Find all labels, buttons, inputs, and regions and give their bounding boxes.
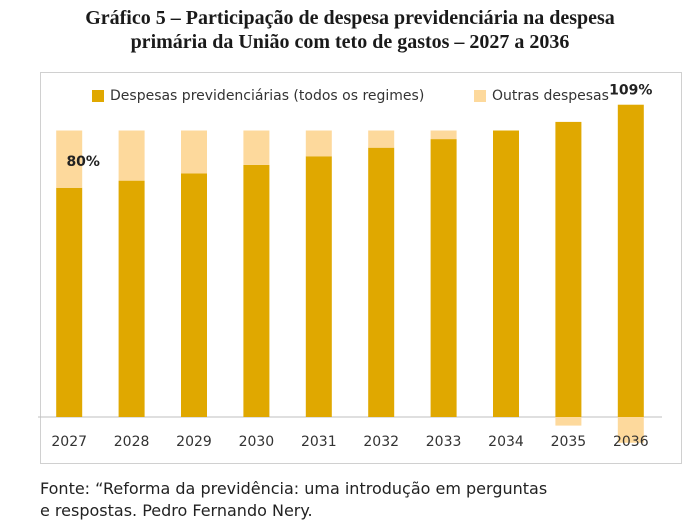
bar-previdencia-2028 bbox=[118, 180, 145, 417]
source-line-1: Fonte: “Reforma da previdência: uma intr… bbox=[40, 479, 548, 498]
x-tick-label-2027: 2027 bbox=[51, 434, 87, 450]
legend-swatch-previdencia bbox=[92, 90, 104, 102]
x-tick-label-2034: 2034 bbox=[488, 434, 524, 450]
legend-label-outras: Outras despesas bbox=[492, 88, 609, 104]
data-label-2027: 80% bbox=[66, 154, 100, 170]
bar-previdencia-2030 bbox=[243, 164, 270, 417]
chart-title: Gráfico 5 – Participação de despesa prev… bbox=[0, 6, 700, 54]
bar-previdencia-2031 bbox=[305, 156, 332, 417]
bar-outras-2031 bbox=[305, 130, 332, 157]
bar-previdencia-2032 bbox=[368, 147, 395, 417]
x-tick-label-2035: 2035 bbox=[551, 434, 587, 450]
bar-previdencia-2034 bbox=[493, 130, 519, 417]
x-tick-label-2030: 2030 bbox=[239, 434, 275, 450]
x-tick-label-2032: 2032 bbox=[363, 434, 399, 450]
x-tick-label-2028: 2028 bbox=[114, 434, 150, 450]
bar-outras-2036 bbox=[617, 417, 644, 443]
chart-frame bbox=[40, 72, 682, 464]
chart-title-line-1: Gráfico 5 – Participação de despesa prev… bbox=[85, 7, 615, 29]
bar-previdencia-2033 bbox=[430, 139, 457, 417]
source-line-2: e respostas. Pedro Fernando Nery. bbox=[40, 501, 313, 520]
x-tick-label-2031: 2031 bbox=[301, 434, 337, 450]
bar-outras-2028 bbox=[118, 130, 145, 181]
x-tick-label-2036: 2036 bbox=[613, 434, 649, 450]
bar-previdencia-2029 bbox=[181, 173, 207, 417]
data-label-2036: 109% bbox=[609, 83, 652, 99]
bar-outras-2030 bbox=[243, 130, 270, 165]
x-tick-label-2029: 2029 bbox=[176, 434, 212, 450]
x-tick-label-2033: 2033 bbox=[426, 434, 462, 450]
bar-outras-2033 bbox=[430, 130, 457, 140]
legend-label-previdencia: Despesas previdenciárias (todos os regim… bbox=[110, 88, 425, 104]
bar-outras-2029 bbox=[181, 130, 207, 174]
bar-outras-2027 bbox=[56, 130, 83, 188]
source-note: Fonte: “Reforma da previdência: uma intr… bbox=[40, 478, 680, 522]
bar-outras-2032 bbox=[368, 130, 395, 148]
chart-title-line-2: primária da União com teto de gastos – 2… bbox=[130, 31, 570, 53]
bar-outras-2035 bbox=[555, 417, 582, 426]
bar-previdencia-2035 bbox=[555, 121, 582, 417]
bar-previdencia-2027 bbox=[56, 187, 83, 417]
bar-previdencia-2036 bbox=[617, 104, 644, 417]
legend-swatch-outras bbox=[474, 90, 486, 102]
chart-legend: Despesas previdenciárias (todos os regim… bbox=[0, 86, 700, 106]
